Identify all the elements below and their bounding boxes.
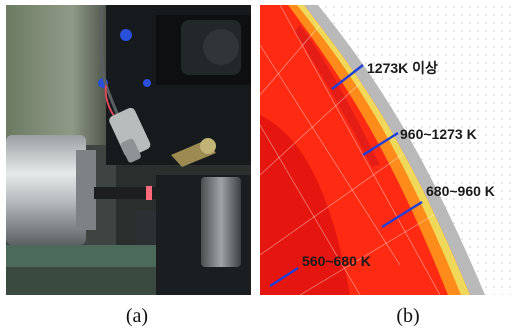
label-960-1273: 960~1273 K [400,126,477,142]
zone-560-680 [260,115,350,295]
zone-960-1273 [288,5,470,295]
arrow-960-1273 [362,131,399,157]
label-680-960: 680~960 K [426,183,495,199]
zone-above-1273 [297,5,470,295]
coating-layer [304,5,485,295]
arrow-680-960 [381,200,423,229]
temperature-contour-plot: 1273K 이상 960~1273 K 680~960 K 560~680 K [260,5,513,295]
caption-b: (b) [396,305,420,327]
mesh-lines [260,5,451,295]
zone-arrows [269,64,423,288]
label-560-680: 560~680 K [302,253,371,269]
arrow-560-680 [269,266,299,288]
arrow-above-1273 [331,64,364,90]
caption-a: (a) [125,305,149,327]
contour-panel-b: 1273K 이상 960~1273 K 680~960 K 560~680 K [260,5,513,295]
label-above-1273: 1273K 이상 [367,60,438,76]
hot-streak [294,25,380,167]
photo-panel-a [6,5,251,295]
lathe-setup-photo [6,5,251,295]
